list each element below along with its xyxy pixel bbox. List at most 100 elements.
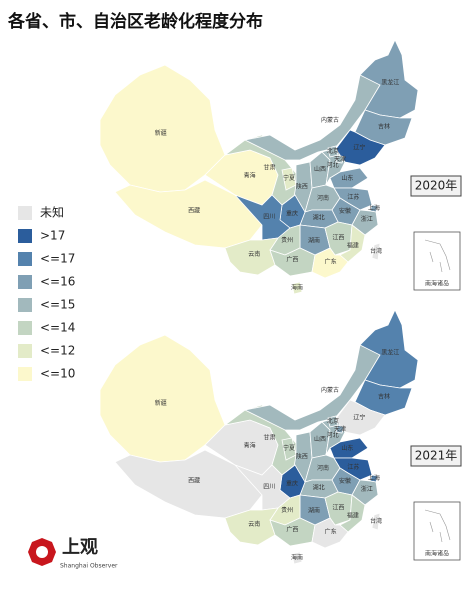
province-label: 陕西: [296, 183, 308, 191]
province-label: 新疆: [155, 399, 167, 407]
province-label: 江苏: [347, 193, 359, 201]
inset-label: 南海诸岛: [425, 550, 449, 558]
title: 各省、市、自治区老龄化程度分布: [7, 11, 263, 32]
province-label: 河南: [317, 194, 329, 202]
province-label: 福建: [347, 242, 359, 250]
province: [371, 512, 381, 531]
province-label: 宁夏: [283, 174, 295, 182]
province-label: 山西: [314, 165, 326, 173]
province-label: 四川: [263, 213, 275, 220]
province-label: 宁夏: [283, 444, 295, 452]
legend-label: <=10: [40, 367, 75, 381]
inset-2021: 南海诸岛: [413, 501, 461, 561]
province-label: 广西: [286, 256, 298, 264]
province-label: 广东: [325, 528, 337, 536]
province-label: 安徽: [339, 477, 351, 485]
logo-subtitle: Shanghai Observer: [60, 563, 118, 570]
legend-swatch: [18, 298, 32, 312]
province-label: 河北: [327, 161, 339, 169]
province: [99, 334, 226, 463]
province-label: 吉林: [378, 123, 390, 131]
province-label: 上海: [368, 474, 380, 482]
province-label: 江西: [332, 505, 344, 512]
legend-swatch: [18, 367, 32, 381]
province: [311, 247, 349, 279]
province-label: 湖北: [313, 483, 325, 491]
legend-swatch: [18, 275, 32, 289]
province-label: 黑龙江: [381, 348, 399, 356]
province-label: 内蒙古: [321, 386, 339, 394]
province-label: 天津: [334, 426, 346, 433]
province-label: 重庆: [286, 210, 298, 218]
province-label: 江西: [332, 235, 344, 242]
province-label: 北京: [327, 417, 339, 425]
legend-label: >17: [40, 229, 65, 243]
legend-swatch: [18, 252, 32, 266]
province-label: 福建: [347, 512, 359, 520]
province: [291, 551, 303, 565]
province-label: 海南: [291, 284, 303, 292]
year-label: 2020年: [415, 179, 458, 193]
province-label: 北京: [327, 147, 339, 155]
inset-2020: 南海诸岛: [413, 231, 461, 291]
province-label: 陕西: [296, 453, 308, 461]
province-label: 云南: [248, 250, 260, 258]
inset-islands: [424, 509, 451, 543]
legend-swatch: [18, 344, 32, 358]
province: [335, 424, 345, 434]
province: [99, 64, 226, 193]
inset-frame: [413, 501, 461, 561]
province-label: 河北: [327, 431, 339, 439]
province: [234, 464, 291, 511]
province-label: 青海: [244, 442, 256, 450]
legend-swatch: [18, 321, 32, 335]
province-label: 四川: [263, 483, 275, 490]
province-label: 西藏: [188, 477, 200, 485]
legend-label: <=15: [40, 298, 75, 312]
province-label: 贵州: [281, 236, 293, 244]
province-label: 甘肃: [263, 433, 275, 441]
province-label: 上海: [368, 204, 380, 212]
province-label: 内蒙古: [321, 116, 339, 124]
legend-swatch: [18, 229, 32, 243]
province: [371, 242, 381, 261]
province-label: 西藏: [188, 207, 200, 215]
province-label: 台湾: [370, 247, 382, 255]
province-label: 山西: [314, 435, 326, 443]
legend-label: <=14: [40, 321, 75, 335]
province-label: 湖南: [308, 236, 320, 244]
province-label: 安徽: [339, 207, 351, 215]
province: [311, 517, 349, 549]
province-label: 湖北: [313, 213, 325, 221]
year-label: 2021年: [415, 449, 458, 463]
legend-label: <=12: [40, 344, 75, 358]
year-badge: [410, 175, 462, 197]
legend-label: 未知: [40, 206, 64, 220]
province-label: 辽宁: [353, 143, 365, 151]
province-label: 贵州: [281, 506, 293, 514]
province-label: 黑龙江: [381, 78, 399, 86]
province-label: 吉林: [378, 393, 390, 401]
province-label: 天津: [334, 156, 346, 163]
province-label: 青海: [244, 172, 256, 180]
province-label: 重庆: [286, 480, 298, 488]
legend-label: <=16: [40, 275, 75, 289]
province-label: 山东: [341, 444, 353, 452]
inset-label: 南海诸岛: [425, 280, 449, 288]
province-label: 浙江: [361, 485, 373, 493]
province-label: 辽宁: [353, 413, 365, 421]
province-label: 台湾: [370, 517, 382, 525]
province: [335, 154, 345, 164]
province-label: 广东: [325, 258, 337, 266]
inset-frame: [413, 231, 461, 291]
province-label: 江苏: [347, 463, 359, 471]
province-label: 甘肃: [263, 163, 275, 171]
province-label: 云南: [248, 520, 260, 528]
province-label: 山东: [341, 174, 353, 182]
province: [234, 194, 291, 241]
province-label: 广西: [286, 526, 298, 534]
